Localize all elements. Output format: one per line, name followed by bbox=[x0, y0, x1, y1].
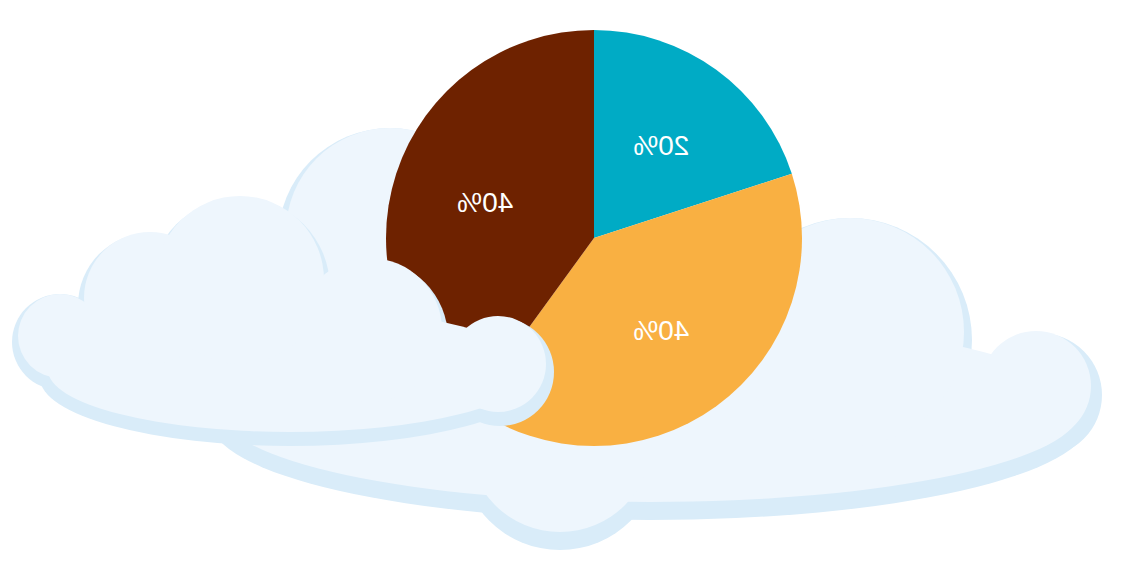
svg-text:40%: 40% bbox=[457, 187, 513, 218]
svg-text:40%: 40% bbox=[633, 315, 689, 346]
svg-text:20%: 20% bbox=[633, 130, 689, 161]
